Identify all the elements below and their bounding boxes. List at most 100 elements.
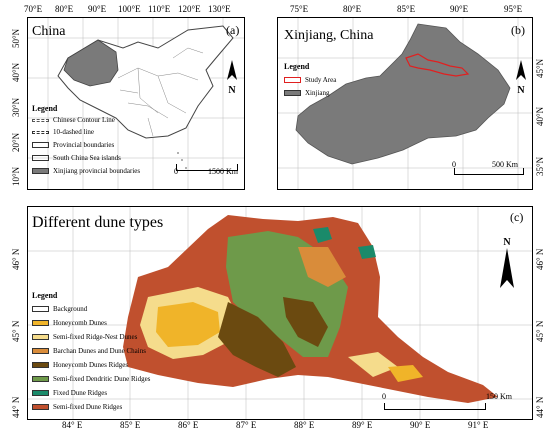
- legend-swatch: [32, 404, 49, 410]
- tick-label: 87° E: [236, 420, 257, 430]
- scale-end-label: 500 Km: [492, 160, 518, 169]
- panel-c-title: Different dune types: [32, 214, 164, 231]
- legend-item: Xinjiang: [284, 89, 330, 97]
- tick-label: 110°E: [148, 4, 171, 14]
- legend-item: Barchan Dunes and Dune Chains: [32, 347, 146, 355]
- north-arrow-icon: [516, 60, 526, 80]
- tick-label: 84° E: [62, 420, 83, 430]
- tick-label: 46° N: [11, 248, 21, 270]
- panel-a-letter: (a): [226, 23, 240, 37]
- semi-fixed-ridge-nest-dunes-region: [348, 352, 398, 377]
- honeycomb-dunes-ridges-region: [283, 297, 328, 347]
- legend-label: Semi-fixed Dune Ridges: [53, 403, 123, 411]
- panel-c-north-arrow: N: [498, 237, 516, 293]
- legend-label: Fixed Dune Ridges: [53, 389, 108, 397]
- honeycomb-dunes-ridges-region: [218, 302, 296, 377]
- legend-label: Semi-fixed Ridge-Nest Dunes: [53, 333, 138, 341]
- tick-label: 80°E: [55, 4, 74, 14]
- tick-label: 89° E: [352, 420, 373, 430]
- tick-label: 95°E: [504, 4, 523, 14]
- xinjiang-region: [63, 39, 119, 87]
- scale-end-label: 1500 Km: [208, 167, 238, 176]
- legend-item: Chinese Contour Line: [32, 116, 115, 124]
- panel-b-letter: (b): [511, 23, 525, 37]
- legend-swatch: [32, 306, 49, 312]
- tick-label: 85°E: [397, 4, 416, 14]
- legend-item: Study Area: [284, 76, 336, 84]
- tick-label: 100°E: [118, 4, 141, 14]
- legend-item: Xinjiang provincial boundaries: [32, 167, 140, 175]
- tick-label: 86° E: [178, 420, 199, 430]
- barchan-dunes-region: [298, 247, 346, 287]
- legend-swatch: [32, 376, 49, 382]
- fixed-dune-ridges-region: [313, 227, 332, 243]
- panel-a-legend-title: Legend: [32, 104, 58, 113]
- panel-b-legend-title: Legend: [284, 62, 310, 71]
- scale-zero-label: 0: [452, 160, 456, 169]
- legend-item: Semi-fixed Dendritic Dune Ridges: [32, 375, 150, 383]
- panel-a-china-map: China (a) N Legend Chinese Contour Line …: [27, 17, 245, 190]
- panel-a-title: China: [32, 24, 66, 39]
- honeycomb-dunes-region: [388, 365, 423, 382]
- panel-c-dune-map: Different dune types (c) N Legend Backgr…: [27, 206, 533, 420]
- study-area-outline: [405, 53, 470, 77]
- legend-item: Semi-fixed Ridge-Nest Dunes: [32, 333, 137, 341]
- legend-swatch: [32, 334, 49, 340]
- panel-b-xinjiang-map: Xinjiang, China (b) N Legend Study Area …: [277, 17, 533, 190]
- tick-label: 45°N: [535, 58, 545, 78]
- tick-label: 75°E: [290, 4, 309, 14]
- legend-swatch: [32, 320, 49, 326]
- panel-c-legend-title: Legend: [32, 291, 58, 300]
- xinjiang-shape: [295, 23, 511, 165]
- legend-item: Background: [32, 305, 87, 313]
- legend-swatch: [32, 348, 49, 354]
- panel-b-north-arrow: N: [514, 60, 528, 96]
- north-arrow-icon: [500, 248, 514, 288]
- scale-end-label: 150 Km: [486, 392, 512, 401]
- tick-label: 130°E: [208, 4, 231, 14]
- panel-a-north-arrow: N: [225, 60, 239, 96]
- tick-label: 35°N: [535, 156, 545, 176]
- tick-label: 40°N: [11, 62, 21, 82]
- panel-b-title: Xinjiang, China: [284, 28, 374, 43]
- tick-label: 90°E: [450, 4, 469, 14]
- tick-label: 88° E: [294, 420, 315, 430]
- tick-label: 46° N: [535, 248, 545, 270]
- legend-item: 10-dashed line: [32, 128, 94, 136]
- legend-label: Honeycomb Dunes: [53, 319, 107, 327]
- scale-zero-label: 0: [174, 167, 178, 176]
- tick-label: 80°E: [343, 4, 362, 14]
- legend-label: Semi-fixed Dendritic Dune Ridges: [53, 375, 151, 383]
- tick-label: 45° N: [535, 320, 545, 342]
- dune-map-graphic: [28, 207, 532, 419]
- honeycomb-dunes-region: [156, 302, 220, 347]
- tick-label: 70°E: [24, 4, 43, 14]
- legend-item: South China Sea islands: [32, 154, 121, 162]
- legend-item: Honeycomb Dunes Ridges: [32, 361, 128, 369]
- panel-c-letter: (c): [510, 210, 524, 224]
- xinjiang-map-graphic: [278, 18, 532, 189]
- legend-swatch: [32, 390, 49, 396]
- legend-item: Honeycomb Dunes: [32, 319, 107, 327]
- china-map-graphic: [28, 18, 244, 189]
- tick-label: 50°N: [11, 28, 21, 48]
- legend-item: Provincial boundaries: [32, 141, 114, 149]
- legend-label: Honeycomb Dunes Ridges: [53, 361, 129, 369]
- tick-label: 85° E: [120, 420, 141, 430]
- legend-swatch: [32, 362, 49, 368]
- legend-item: Semi-fixed Dune Ridges: [32, 403, 122, 411]
- tick-label: 10°N: [11, 166, 21, 186]
- legend-label: Background: [53, 305, 88, 313]
- tick-label: 90°E: [88, 4, 107, 14]
- legend-item: Fixed Dune Ridges: [32, 389, 107, 397]
- tick-label: 45° N: [11, 320, 21, 342]
- panel-a-scale-bar: [176, 164, 238, 171]
- tick-label: 91° E: [468, 420, 489, 430]
- panel-b-scale-bar: [454, 168, 524, 175]
- tick-label: 30°N: [11, 97, 21, 117]
- scale-zero-label: 0: [382, 392, 386, 401]
- panel-c-scale-bar: [384, 403, 486, 410]
- tick-label: 90° E: [410, 420, 431, 430]
- tick-label: 20°N: [11, 132, 21, 152]
- tick-label: 40°N: [535, 106, 545, 126]
